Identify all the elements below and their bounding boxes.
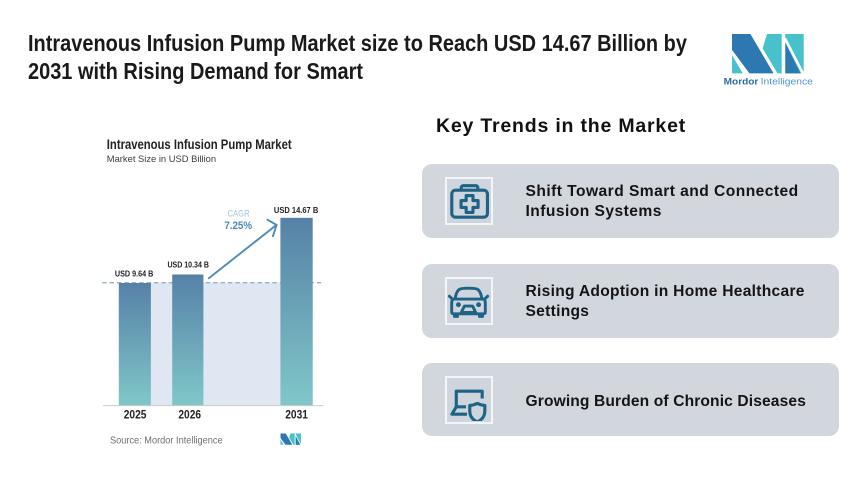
svg-text:7.25%: 7.25% [224, 220, 252, 232]
svg-text:2026: 2026 [178, 408, 201, 422]
svg-text:Intravenous Infusion Pump Mark: Intravenous Infusion Pump Market [107, 137, 292, 152]
svg-text:Intelligence: Intelligence [761, 77, 813, 88]
svg-text:USD 10.34 B: USD 10.34 B [167, 259, 209, 269]
svg-text:2031: 2031 [285, 408, 308, 422]
svg-text:2025: 2025 [124, 408, 147, 422]
svg-text:Market Size in USD Billion: Market Size in USD Billion [107, 154, 216, 165]
svg-text:CAGR: CAGR [228, 209, 251, 219]
svg-text:Source: Mordor Intelligence: Source: Mordor Intelligence [110, 435, 223, 447]
svg-text:USD 14.67 B: USD 14.67 B [274, 205, 318, 215]
svg-text:USD 9.64 B: USD 9.64 B [115, 268, 153, 278]
svg-text:Mordor: Mordor [724, 77, 759, 88]
